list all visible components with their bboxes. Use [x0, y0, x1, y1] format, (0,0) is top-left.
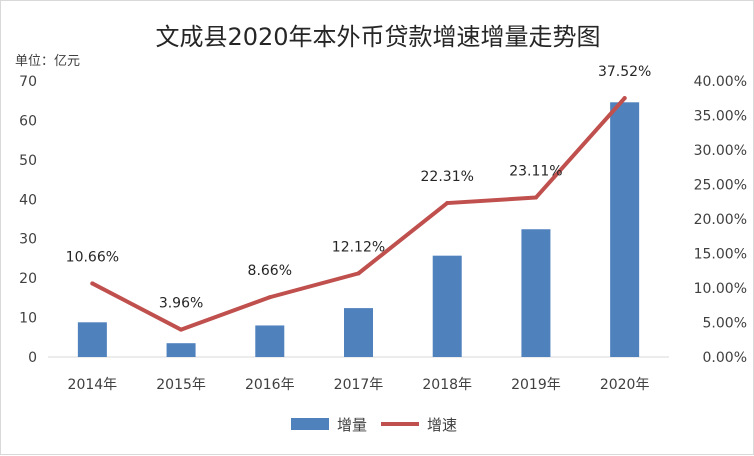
y-left-tick-label: 70: [19, 74, 37, 90]
plot-area: 0 10 20 30 40 50 60 70 0.00% 5.00% 10.00% 15.00% 20.…: [19, 64, 747, 393]
bar: [344, 308, 373, 357]
y-right-tick-label: 10.00%: [694, 281, 747, 297]
unit-label: 单位：亿元: [15, 54, 80, 69]
bar: [77, 322, 107, 357]
y-right-tick-label: 15.00%: [694, 247, 747, 263]
data-label: 12.12%: [332, 239, 385, 255]
x-tick-label: 2016年: [245, 377, 295, 393]
y-left-tick-label: 40: [19, 192, 37, 208]
x-tick-label: 2018年: [422, 377, 472, 393]
y-right-tick-label: 30.00%: [694, 143, 747, 159]
data-label: 22.31%: [421, 169, 474, 185]
y-left-tick-label: 20: [19, 271, 37, 287]
line-point: [90, 281, 95, 286]
bar: [166, 343, 196, 357]
x-tick-label: 2019年: [511, 377, 561, 393]
legend-label-bar: 增量: [337, 416, 367, 434]
line-point: [445, 201, 450, 206]
y-left-tick-label: 30: [19, 232, 37, 248]
x-tick-label: 2020年: [600, 377, 650, 393]
y-right-tick-label: 35.00%: [694, 109, 747, 125]
data-label: 23.11%: [509, 164, 562, 180]
data-label: 8.66%: [248, 263, 292, 279]
legend-swatch-bar: [291, 418, 329, 430]
line-point: [356, 271, 361, 276]
y-right-tick-label: 0.00%: [703, 350, 747, 366]
line-point: [622, 96, 627, 101]
line-point: [179, 327, 184, 332]
line-point: [267, 295, 272, 300]
data-label: 37.52%: [598, 64, 651, 80]
y-left-tick-label: 50: [19, 153, 37, 169]
y-right-tick-label: 25.00%: [694, 178, 747, 194]
x-tick-label: 2017年: [334, 377, 384, 393]
legend-label-line: 增速: [427, 416, 457, 434]
chart-title: 文成县2020年本外币贷款增速增量走势图: [155, 23, 600, 51]
y-right-tick-label: 20.00%: [694, 212, 747, 228]
y-left-tick-label: 10: [19, 311, 37, 327]
bar: [432, 255, 462, 357]
bar: [521, 229, 551, 357]
data-label: 10.66%: [66, 249, 119, 265]
bar: [610, 102, 640, 357]
line-point: [533, 195, 538, 200]
data-label: 3.96%: [159, 296, 203, 312]
x-tick-label: 2015年: [156, 377, 206, 393]
y-right-tick-label: 40.00%: [694, 74, 747, 90]
y-left-tick-label: 60: [19, 113, 37, 129]
y-left-tick-label: 0: [28, 350, 37, 366]
y-right-tick-label: 5.00%: [703, 316, 747, 332]
legend: 增量 增速: [291, 416, 457, 434]
x-tick-label: 2014年: [68, 377, 118, 393]
bar: [255, 325, 285, 357]
